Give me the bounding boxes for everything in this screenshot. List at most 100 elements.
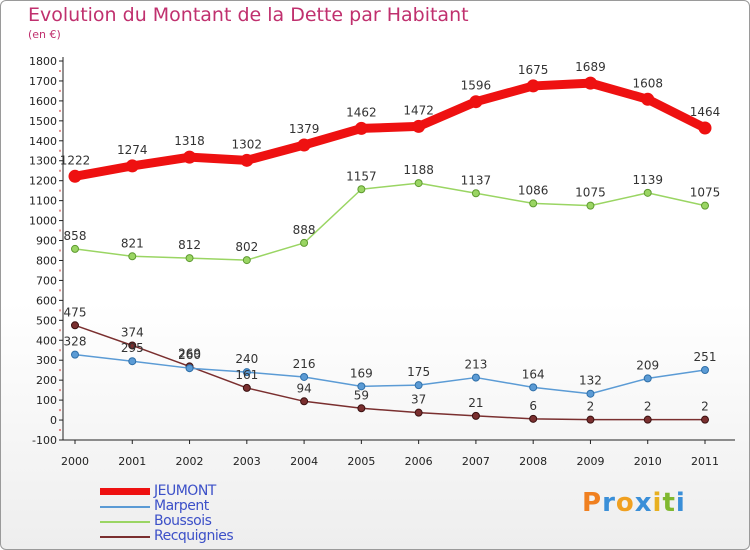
marpent-series-line (74, 353, 706, 395)
y-tick-label: -100 (32, 434, 57, 447)
y-tick-label: 1200 (29, 175, 57, 188)
boussois-point (185, 254, 194, 263)
marpent-data-label: 164 (522, 367, 545, 381)
x-tick-label: 2008 (519, 455, 547, 468)
y-tick-label: 200 (36, 374, 57, 387)
x-tick-label: 2004 (290, 455, 318, 468)
jeumont-data-label: 1675 (518, 63, 549, 77)
marpent-point (242, 368, 251, 377)
y-tick-label: 900 (36, 235, 57, 248)
jeumont-point (641, 92, 655, 106)
jeumont-point (297, 138, 311, 152)
legend-label-jeumont: JEUMONT (154, 483, 216, 499)
marpent-data-label: 175 (407, 365, 430, 379)
recquignies-data-label: 94 (296, 381, 311, 395)
jeumont-data-label: 1472 (403, 103, 434, 117)
legend-label-recquignies: Recquignies (154, 528, 234, 544)
boussois-series-line (74, 182, 706, 261)
jeumont-data-label: 1608 (632, 76, 663, 90)
x-tick-label: 2006 (405, 455, 433, 468)
marpent-data-label: 295 (121, 341, 144, 355)
x-tick-label: 2011 (691, 455, 719, 468)
recquignies-point (71, 321, 79, 330)
y-tick-label: 0 (50, 414, 57, 427)
y-tick-label: 1100 (29, 195, 57, 208)
marpent-point (701, 365, 709, 374)
jeumont-point (698, 121, 712, 135)
boussois-point (586, 201, 595, 210)
boussois-data-label: 1188 (403, 163, 434, 177)
boussois-data-label: 1075 (575, 186, 606, 200)
jeumont-data-label: 1689 (575, 60, 606, 74)
logo-letter: t (662, 488, 676, 518)
marpent-point (643, 374, 652, 383)
boussois-point (128, 252, 137, 261)
legend-swatch-recquignies (100, 536, 150, 538)
recquignies-point (242, 383, 251, 392)
marpent-point (128, 357, 137, 366)
marpent-point (471, 373, 480, 382)
boussois-data-label: 888 (293, 223, 316, 237)
boussois-point (357, 185, 366, 194)
legend-label-marpent: Marpent (154, 498, 209, 514)
legend-label-boussois: Boussois (154, 513, 212, 529)
boussois-data-label: 858 (64, 229, 87, 243)
marpent-data-label: 132 (579, 374, 602, 388)
recquignies-point (529, 414, 538, 423)
marpent-data-label: 260 (178, 348, 201, 362)
marpent-data-label: 213 (464, 358, 487, 372)
jeumont-point (125, 159, 139, 173)
jeumont-data-label: 1379 (289, 122, 320, 136)
jeumont-point (469, 95, 483, 109)
x-tick-label: 2010 (634, 455, 662, 468)
y-tick-label: 600 (36, 294, 57, 307)
recquignies-data-label: 2 (644, 400, 652, 414)
marpent-point (357, 382, 366, 391)
recquignies-point (414, 408, 423, 417)
boussois-point (471, 189, 480, 198)
chart-subtitle: (en €) (28, 28, 61, 41)
recquignies-point (701, 415, 709, 424)
jeumont-point (526, 79, 540, 93)
logo-letter: x (634, 488, 653, 518)
y-tick-label: 1300 (29, 155, 57, 168)
jeumont-data-label: 1464 (690, 105, 721, 119)
y-tick-label: 1800 (29, 55, 57, 68)
logo-letter: i (675, 488, 686, 518)
y-tick-label: 500 (36, 314, 57, 327)
legend-swatch-jeumont (100, 488, 150, 495)
x-tick-label: 2001 (118, 455, 146, 468)
boussois-data-label: 812 (178, 238, 201, 252)
marpent-point (300, 372, 309, 381)
boussois-point (71, 244, 79, 253)
recquignies-data-label: 21 (468, 396, 483, 410)
y-tick-label: 800 (36, 254, 57, 267)
marpent-data-label: 216 (293, 357, 316, 371)
marpent-data-label: 328 (64, 335, 87, 349)
recquignies-point (586, 415, 595, 424)
x-tick-label: 2002 (176, 455, 204, 468)
marpent-point (586, 389, 595, 398)
boussois-data-label: 1139 (632, 173, 663, 187)
boussois-data-label: 821 (121, 236, 144, 250)
marpent-point (414, 381, 423, 390)
x-tick-label: 2005 (347, 455, 375, 468)
y-tick-label: 300 (36, 354, 57, 367)
boussois-point (701, 201, 709, 210)
boussois-data-label: 1137 (461, 173, 492, 187)
recquignies-data-label: 2 (587, 400, 595, 414)
marpent-data-label: 251 (694, 350, 717, 364)
jeumont-point (183, 150, 197, 164)
x-tick-label: 2000 (61, 455, 89, 468)
boussois-point (414, 179, 423, 188)
chart-title: Evolution du Montant de la Dette par Hab… (28, 4, 469, 26)
recquignies-data-label: 475 (64, 305, 87, 319)
jeumont-point (583, 76, 597, 90)
recquignies-point (643, 415, 652, 424)
boussois-data-label: 1157 (346, 169, 377, 183)
jeumont-point (354, 121, 368, 135)
recquignies-series-line (74, 324, 706, 421)
y-tick-label: 400 (36, 334, 57, 347)
marpent-data-label: 169 (350, 366, 373, 380)
recquignies-data-label: 37 (411, 393, 426, 407)
